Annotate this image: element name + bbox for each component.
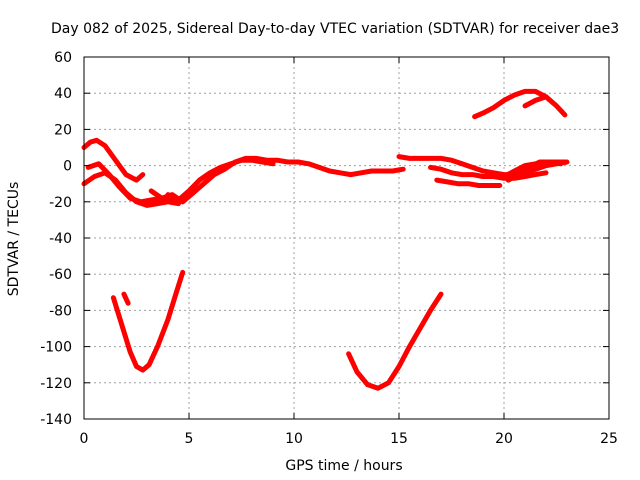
y-tick-label: 20 <box>54 122 72 138</box>
y-tick-label: -100 <box>40 340 72 356</box>
y-tick-label: 0 <box>63 159 72 175</box>
y-tick-label: -20 <box>49 195 72 211</box>
series-arc-10 <box>428 164 549 181</box>
x-tick-label: 10 <box>285 431 303 447</box>
series-arc-5 <box>165 157 276 203</box>
series-group <box>81 88 570 391</box>
series-arc-7 <box>121 291 131 306</box>
x-tick-label: 15 <box>390 431 408 447</box>
axis-ticks: 0 5 10 15 20 25 -140 -120 -100 -80 -60 -40 -20 0 20 40 6… <box>40 50 618 447</box>
y-tick-label: -40 <box>49 231 72 247</box>
series-arc-13 <box>501 159 568 179</box>
y-tick-label: -80 <box>49 303 72 319</box>
y-axis-label: SDTVAR / TECUs <box>6 182 22 297</box>
y-tick-label: -140 <box>40 412 72 428</box>
x-tick-label: 25 <box>600 431 618 447</box>
series-arc-8 <box>346 291 444 391</box>
y-tick-label: 40 <box>54 86 72 102</box>
y-tick-label: 60 <box>54 50 72 66</box>
x-tick-label: 20 <box>495 431 513 447</box>
series-arc-4 <box>148 155 406 205</box>
grid <box>84 57 609 419</box>
y-tick-label: -120 <box>40 376 72 392</box>
series-arc-6 <box>110 269 186 373</box>
series-arc-9 <box>396 154 570 178</box>
x-tick-label: 5 <box>185 431 194 447</box>
series-arc-14 <box>472 88 549 120</box>
chart-title: Day 082 of 2025, Sidereal Day-to-day VTE… <box>51 21 619 37</box>
series-arc-15 <box>522 94 568 118</box>
series-arc-11 <box>434 177 503 188</box>
x-axis-label: GPS time / hours <box>285 458 402 474</box>
y-tick-label: -60 <box>49 267 72 283</box>
series-arc-1 <box>81 137 146 183</box>
x-tick-label: 0 <box>80 431 89 447</box>
